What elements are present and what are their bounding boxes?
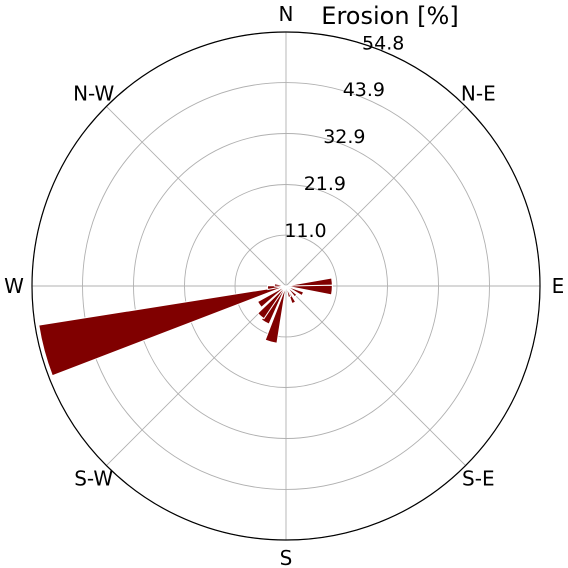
grid-spoke-3: [285, 285, 466, 466]
direction-label-w: W: [4, 274, 24, 298]
outer-frame: [31, 31, 541, 541]
direction-label-s-w: S-W: [74, 466, 113, 490]
direction-label-s-e: S-E: [462, 466, 495, 490]
wind-bar-3: [285, 285, 298, 298]
direction-label-n: N: [279, 2, 294, 26]
chart-title: Erosion [%]: [321, 2, 458, 30]
radial-tick-label-4: 54.8: [362, 32, 404, 54]
wind-bar-6: [264, 285, 287, 344]
grid-spoke-1: [285, 106, 466, 287]
radial-tick-label-2: 32.9: [323, 126, 365, 148]
wind-bar-2: [285, 285, 305, 297]
direction-label-s: S: [280, 546, 293, 568]
wind-bar-9: [256, 285, 287, 308]
bar-series: [38, 277, 333, 377]
wind-bar-1: [285, 284, 333, 296]
wind-bar-5: [285, 285, 292, 298]
radial-tick-label-3: 43.9: [343, 79, 385, 101]
wind-bar-11: [266, 285, 287, 291]
axis-labels: N N-E E S-E S S-W W N-W 11.0 21.9 32.9 43.9 54.8: [4, 2, 564, 568]
grid-spoke-7: [106, 106, 287, 287]
radial-tick-label-0: 11.0: [284, 220, 326, 242]
direction-label-n-e: N-E: [461, 82, 496, 106]
wind-bar-8: [256, 285, 287, 320]
radial-tick-label-1: 21.9: [304, 173, 346, 195]
grid-spoke-5: [106, 285, 287, 466]
wind-bar-12: [273, 283, 287, 287]
direction-label-n-w: N-W: [73, 82, 114, 106]
wind-bar-10: [38, 285, 287, 377]
direction-label-e: E: [552, 274, 565, 298]
